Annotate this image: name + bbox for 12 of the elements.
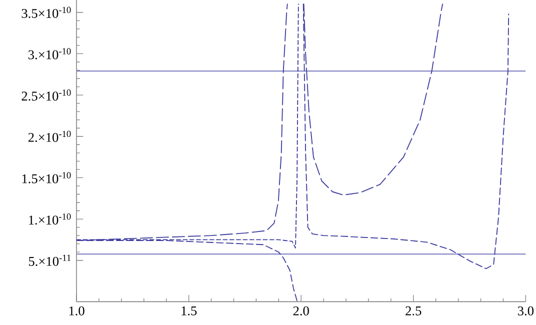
- y-tick-label: 1.×10$^{-10}$: [29, 213, 71, 225]
- x-tick-label: 1.5: [182, 306, 197, 316]
- x-tick-label: 1.0: [69, 306, 84, 316]
- y-tick-label: 1.5×10$^{-10}$: [22, 172, 71, 184]
- x-tick-label: 2.5: [406, 306, 422, 316]
- y-tick-label: 2.×10$^{-10}$: [28, 130, 71, 142]
- y-tick-label: 2.5×10$^{-10}$: [22, 89, 71, 101]
- y-tick-label: 5.×10$^{-11}$: [28, 254, 71, 266]
- y-tick-label: 3.5×10$^{-10}$: [22, 6, 71, 18]
- x-tick-label: 3.0: [518, 306, 534, 316]
- x-tick-label: 2.0: [293, 306, 309, 316]
- y-tick-label: 3.×10$^{-10}$: [28, 48, 71, 60]
